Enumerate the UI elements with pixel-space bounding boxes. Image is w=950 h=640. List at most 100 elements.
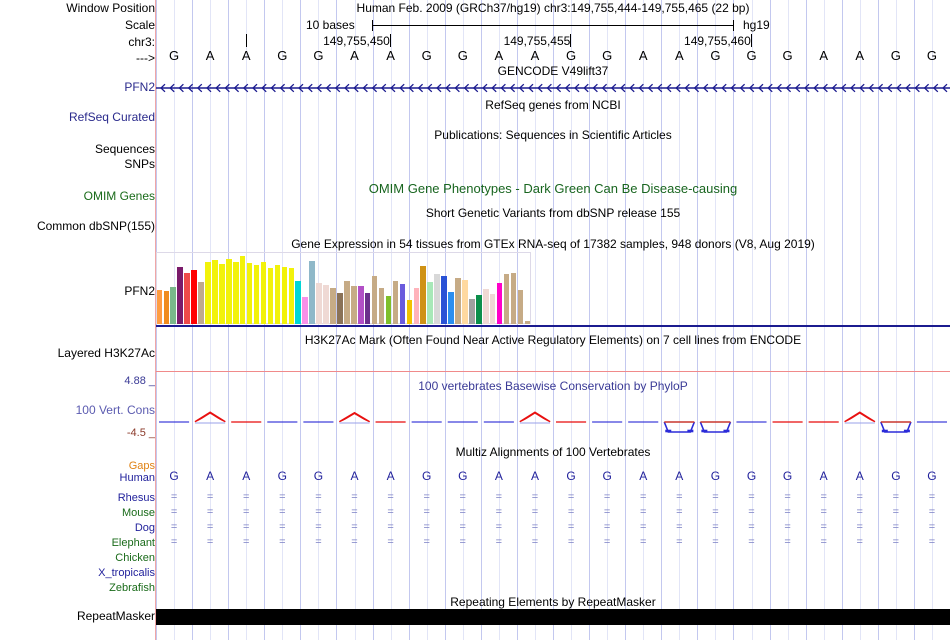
multiz-match-mark: = <box>784 536 791 548</box>
gtex-bar[interactable] <box>462 279 468 324</box>
label-sequences[interactable]: Sequences <box>94 142 155 156</box>
gtex-bar[interactable] <box>489 293 496 324</box>
gtex-bar[interactable] <box>184 272 190 324</box>
label-100-vert-cons[interactable]: 100 Vert. Cons <box>75 403 155 417</box>
gtex-bar[interactable] <box>337 292 343 324</box>
gtex-bar[interactable] <box>246 263 253 324</box>
species-label-chicken[interactable]: Chicken <box>115 552 155 564</box>
gtex-bar[interactable] <box>496 283 503 324</box>
gtex-bar[interactable] <box>344 281 350 324</box>
ruler-base: G <box>313 48 324 63</box>
species-label-rhesus[interactable]: Rhesus <box>117 492 155 504</box>
gtex-bar[interactable] <box>510 272 517 324</box>
multiz-match-mark: = <box>315 521 322 533</box>
gtex-bar[interactable] <box>406 300 413 324</box>
gtex-bar[interactable] <box>420 265 427 324</box>
gtex-bar[interactable] <box>392 281 399 324</box>
species-label-x_tropicalis[interactable]: X_tropicalis <box>98 567 155 579</box>
gtex-bar[interactable] <box>482 289 489 324</box>
gtex-bar[interactable] <box>309 261 315 324</box>
pfn2-gene-line[interactable] <box>156 81 950 95</box>
label-strand-arrow: ---> <box>136 51 155 65</box>
multiz-match-mark: = <box>892 536 900 548</box>
gtex-bar[interactable] <box>302 297 308 324</box>
coordinate-label: 149,755,460 <box>684 34 751 48</box>
gtex-bar[interactable] <box>232 262 239 324</box>
gtex-bar[interactable] <box>441 276 447 324</box>
gtex-bar[interactable] <box>371 276 378 324</box>
ruler-base: G <box>782 48 793 63</box>
gtex-bar[interactable] <box>260 261 267 324</box>
label-omim-genes[interactable]: OMIM Genes <box>83 189 155 203</box>
gtex-bar[interactable] <box>434 273 440 324</box>
label-pfn2-gencode[interactable]: PFN2 <box>124 80 155 94</box>
multiz-human-base: G <box>313 469 324 483</box>
gtex-bar[interactable] <box>323 284 329 324</box>
label-snps[interactable]: SNPs <box>124 157 155 171</box>
gtex-bar[interactable] <box>191 270 197 324</box>
species-label-elephant[interactable]: Elephant <box>111 537 155 549</box>
gtex-bar[interactable] <box>163 291 170 324</box>
gtex-bar[interactable] <box>427 282 433 324</box>
gtex-bar[interactable] <box>170 286 177 324</box>
multiz-match-mark: = <box>928 536 936 548</box>
label-common-dbsnp[interactable]: Common dbSNP(155) <box>36 219 155 233</box>
gtex-bar[interactable] <box>357 286 364 324</box>
gtex-bar[interactable] <box>239 256 246 324</box>
gtex-bar[interactable] <box>503 273 510 324</box>
multiz-match-mark: = <box>423 521 430 533</box>
gtex-bar[interactable] <box>205 262 211 324</box>
multiz-match-mark: = <box>567 536 575 548</box>
gtex-bar[interactable] <box>517 289 524 324</box>
species-label-zebrafish[interactable]: Zebrafish <box>109 582 155 594</box>
gtex-bar[interactable] <box>378 288 385 324</box>
label-repeatmasker[interactable]: RepeatMasker <box>76 609 155 623</box>
multiz-match-mark: = <box>892 491 900 503</box>
gtex-bar[interactable] <box>219 263 225 324</box>
gtex-bar[interactable] <box>455 277 461 324</box>
multiz-human-base: G <box>422 469 432 483</box>
gtex-bar[interactable] <box>413 288 420 324</box>
gtex-bar[interactable] <box>385 296 392 324</box>
multiz-match-mark: = <box>892 506 900 518</box>
multiz-match-mark: = <box>928 491 936 503</box>
species-label-mouse[interactable]: Mouse <box>121 507 155 519</box>
multiz-match-mark: = <box>423 506 430 518</box>
repeatmasker-bar[interactable] <box>156 609 950 625</box>
label-layered-h3k27ac[interactable]: Layered H3K27Ac <box>57 346 155 360</box>
gtex-bar[interactable] <box>198 282 204 324</box>
gtex-bar[interactable] <box>524 320 531 324</box>
gtex-bar-chart[interactable] <box>156 252 531 324</box>
gtex-bar[interactable] <box>267 268 274 324</box>
label-refseq-curated[interactable]: RefSeq Curated <box>68 110 155 124</box>
gtex-bar[interactable] <box>253 264 260 324</box>
label-gaps[interactable]: Gaps <box>128 460 155 472</box>
gtex-bar[interactable] <box>316 282 322 324</box>
gtex-bar[interactable] <box>469 298 475 324</box>
label-pfn2-gtex[interactable]: PFN2 <box>124 284 155 298</box>
gridline-minor <box>824 0 825 640</box>
gtex-bar[interactable] <box>288 268 295 324</box>
multiz-match-mark: = <box>603 521 611 533</box>
ruler-base: A <box>855 48 865 63</box>
gtex-bar[interactable] <box>295 280 302 324</box>
gtex-bar[interactable] <box>351 285 357 324</box>
gtex-bar[interactable] <box>448 291 454 324</box>
gtex-bar[interactable] <box>330 287 336 324</box>
species-label-dog[interactable]: Dog <box>134 522 155 534</box>
gtex-bar[interactable] <box>177 266 183 324</box>
multiz-match-mark: = <box>531 506 539 518</box>
phylop-conservation-plot[interactable] <box>156 402 950 442</box>
ruler-base: A <box>674 48 684 63</box>
gtex-bar[interactable] <box>274 265 281 324</box>
gtex-bar[interactable] <box>399 284 406 324</box>
gtex-bar[interactable] <box>226 258 232 324</box>
multiz-match-mark: = <box>531 536 539 548</box>
gtex-bar[interactable] <box>156 290 163 324</box>
species-label-human[interactable]: Human <box>119 472 155 484</box>
track-data-area[interactable]: Human Feb. 2009 (GRCh37/hg19) chr3:149,7… <box>156 0 950 640</box>
gtex-bar[interactable] <box>212 259 218 324</box>
gtex-bar[interactable] <box>364 293 371 324</box>
gtex-bar[interactable] <box>281 266 288 324</box>
gtex-bar[interactable] <box>476 295 482 324</box>
